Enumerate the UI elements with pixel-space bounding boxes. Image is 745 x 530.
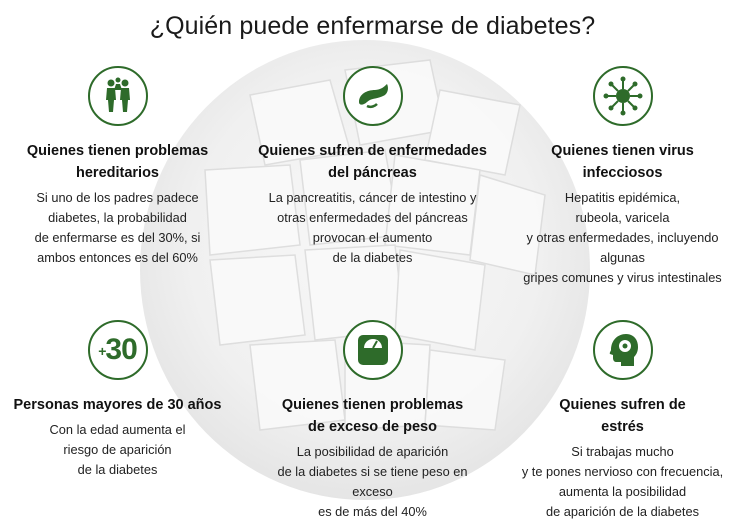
- pancreas-icon: [342, 66, 403, 126]
- card-heading: Quienes sufren de enfermedades del páncr…: [258, 143, 487, 181]
- card-heading: Quienes tienen virus infecciosos: [551, 143, 694, 181]
- card-body: Hepatitis epidémica, rubeola, varicela y…: [523, 190, 722, 285]
- age-number: 30: [105, 333, 137, 366]
- card-body: Si uno de los padres padece diabetes, la…: [34, 190, 201, 265]
- card-stress: Quienes sufren de estrés Si trabajas muc…: [505, 320, 740, 522]
- card-heading: Quienes sufren de estrés: [559, 397, 686, 435]
- card-virus: Quienes tienen virus infecciosos Hepatit…: [505, 66, 740, 288]
- virus-icon: [592, 66, 653, 126]
- plus-30-icon: +30: [87, 320, 148, 380]
- card-weight: Quienes tienen problemas de exceso de pe…: [245, 320, 500, 522]
- plus-sign: +: [98, 343, 106, 360]
- family-icon: [87, 66, 148, 126]
- card-body: Con la edad aumenta el riesgo de aparici…: [49, 422, 186, 477]
- card-body: Si trabajas mucho y te pones nervioso co…: [521, 444, 724, 519]
- card-body: La posibilidad de aparición de la diabet…: [277, 444, 468, 519]
- card-body: La pancreatitis, cáncer de intestino y o…: [268, 190, 477, 265]
- card-heading: Quienes tienen problemas hereditarios: [26, 143, 209, 181]
- card-heading: Personas mayores de 30 años: [13, 397, 222, 413]
- card-hereditary: Quienes tienen problemas hereditarios Si…: [5, 66, 230, 268]
- card-age: +30 Personas mayores de 30 años Con la e…: [0, 320, 235, 480]
- card-heading: Quienes tienen problemas de exceso de pe…: [281, 397, 464, 435]
- page-title: ¿Quién puede enfermarse de diabetes?: [149, 12, 596, 40]
- scale-icon: [342, 320, 403, 380]
- stress-head-icon: [592, 320, 653, 380]
- card-pancreas: Quienes sufren de enfermedades del páncr…: [240, 66, 505, 268]
